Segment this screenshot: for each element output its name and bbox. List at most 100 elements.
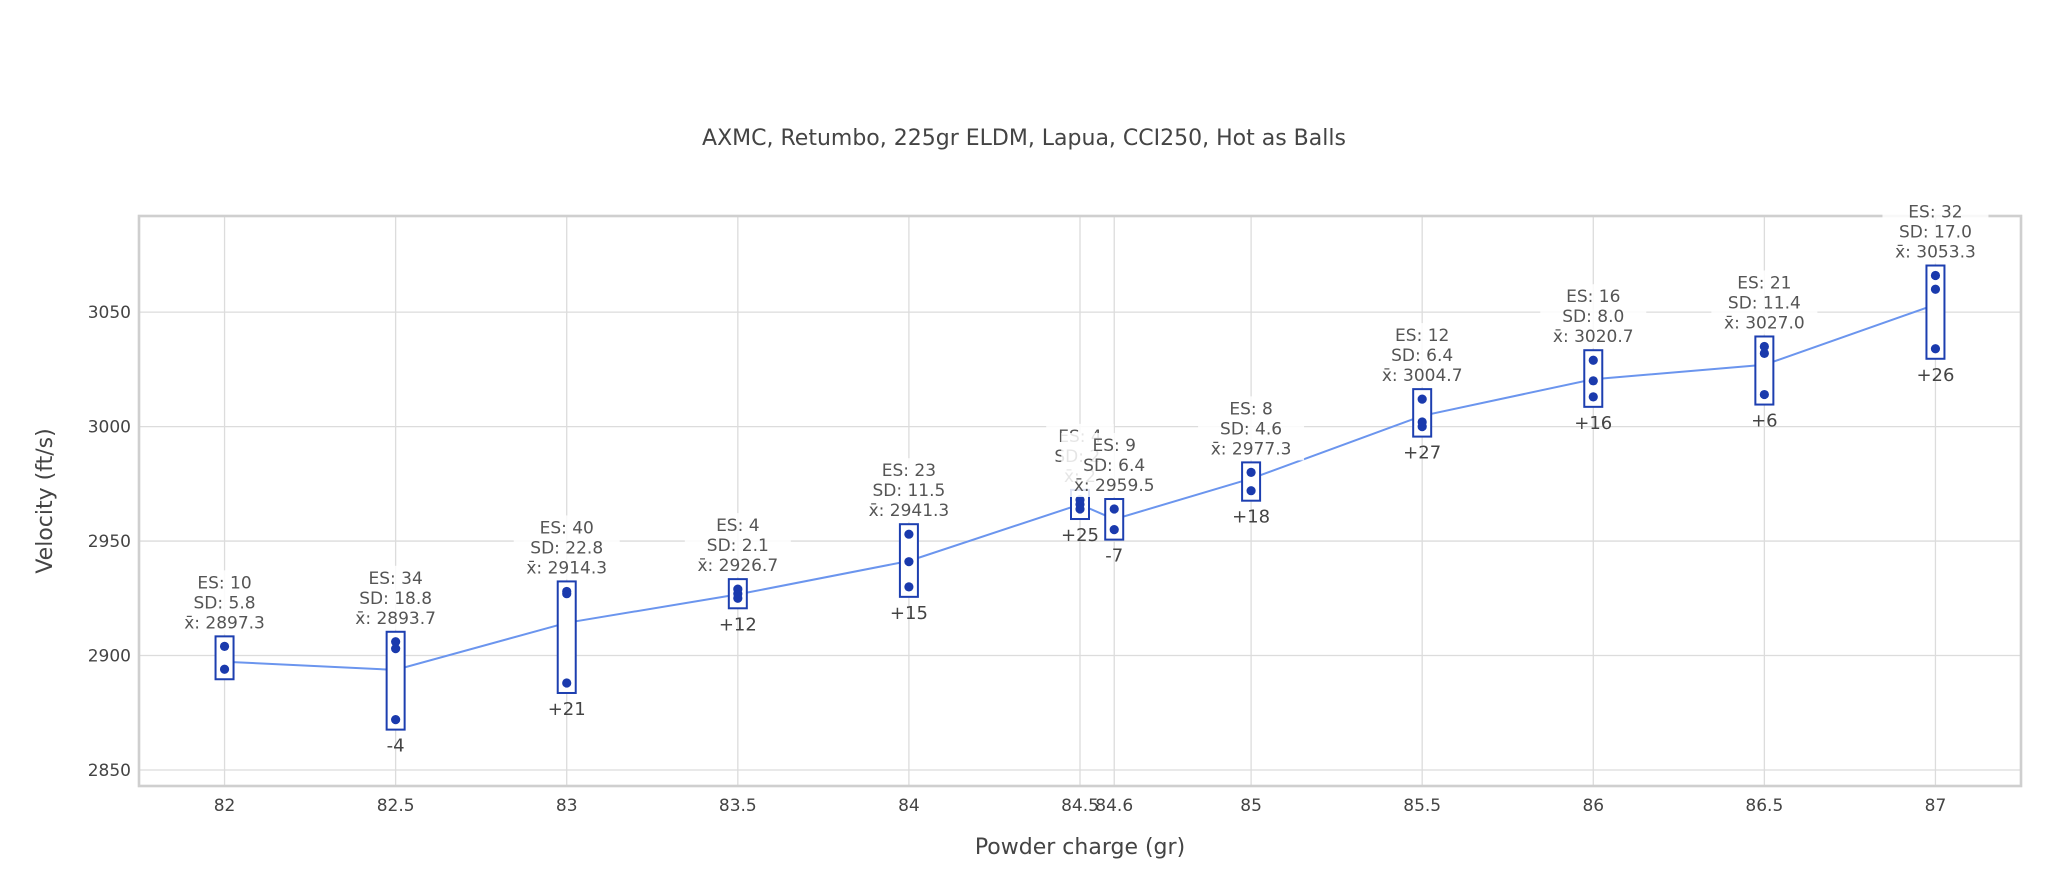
stat-es: ES: 10 bbox=[197, 573, 251, 593]
stat-sd: SD: 11.5 bbox=[872, 481, 945, 501]
plot-frame bbox=[137, 214, 2023, 788]
stat-es: ES: 21 bbox=[1737, 273, 1791, 293]
delta-label: -7 bbox=[1105, 546, 1123, 567]
stats-background bbox=[1198, 396, 1305, 461]
shot-point bbox=[1109, 525, 1119, 535]
shot-point bbox=[1759, 348, 1769, 358]
delta-label: +12 bbox=[719, 614, 757, 635]
shot-point bbox=[904, 557, 914, 567]
stat-sd: SD: 4.6 bbox=[1220, 419, 1282, 439]
stat-es: ES: 9 bbox=[1092, 436, 1135, 456]
group-range-box bbox=[385, 630, 406, 731]
shot-point bbox=[904, 582, 914, 592]
y-tick-label: 2950 bbox=[88, 532, 131, 552]
stat-es: ES: 4 bbox=[716, 516, 759, 536]
stats-background bbox=[1882, 199, 1989, 264]
shot-point bbox=[1588, 355, 1598, 365]
shot-point bbox=[391, 715, 401, 725]
shot-point bbox=[1588, 376, 1598, 386]
delta-label: +26 bbox=[1916, 365, 1954, 386]
stats-background bbox=[1540, 284, 1647, 349]
delta-label: +15 bbox=[890, 603, 928, 624]
shot-point bbox=[219, 664, 230, 674]
x-axis-label: Powder charge (gr) bbox=[975, 835, 1185, 860]
stat-sd: SD: 22.8 bbox=[530, 538, 603, 558]
stat-es: ES: 40 bbox=[540, 518, 594, 538]
y-tick-label: 2850 bbox=[88, 761, 131, 781]
stat-mean: x̄: 2941.3 bbox=[869, 501, 950, 521]
x-tick-label: 84 bbox=[898, 796, 920, 816]
delta-label: +21 bbox=[548, 699, 586, 720]
stat-mean: x̄: 3027.0 bbox=[1724, 313, 1805, 333]
shot-point bbox=[1930, 270, 1941, 281]
shot-point bbox=[219, 641, 230, 651]
delta-label: +25 bbox=[1061, 525, 1099, 546]
delta-label: +6 bbox=[1751, 411, 1778, 432]
delta-label: -4 bbox=[387, 736, 405, 757]
stat-sd: SD: 2.1 bbox=[707, 536, 769, 556]
x-tick-label: 82.5 bbox=[377, 796, 415, 816]
stat-sd: SD: 18.8 bbox=[359, 589, 432, 609]
delta-label: +18 bbox=[1232, 507, 1270, 528]
shot-group: ES: 9SD: 6.4x̄: 2959.5 -7 bbox=[1061, 433, 1168, 567]
x-tick-labels: 82 82.5 83 83.5 84 84.584.6 85 85.5 86 86.5 87 bbox=[214, 796, 1947, 816]
shot-point bbox=[562, 678, 572, 688]
mean-velocity-line bbox=[224, 303, 1936, 671]
shot-point bbox=[904, 529, 914, 539]
stat-mean: x̄: 2959.5 bbox=[1074, 476, 1155, 496]
x-tick-label: 84.5 bbox=[1061, 796, 1099, 816]
stat-es: ES: 16 bbox=[1566, 287, 1620, 307]
y-tick-label: 2900 bbox=[88, 647, 131, 667]
stats-background bbox=[855, 458, 962, 523]
shot-point bbox=[391, 637, 401, 647]
x-tick-label: 85 bbox=[1240, 796, 1262, 816]
shot-point bbox=[1075, 495, 1085, 505]
stat-es: ES: 32 bbox=[1908, 203, 1962, 223]
stat-sd: SD: 11.4 bbox=[1728, 293, 1801, 313]
stat-sd: SD: 5.8 bbox=[194, 593, 256, 613]
stat-mean: x̄: 2926.7 bbox=[697, 556, 778, 576]
x-tick-label: 86 bbox=[1582, 796, 1604, 816]
stat-es: ES: 23 bbox=[882, 461, 936, 481]
stats-background bbox=[1369, 323, 1476, 388]
stat-mean: x̄: 2914.3 bbox=[526, 558, 607, 578]
shot-point bbox=[733, 584, 743, 594]
x-tick-label: 82 bbox=[214, 796, 236, 816]
stat-sd: SD: 17.0 bbox=[1899, 223, 1972, 243]
stats-background bbox=[684, 513, 791, 578]
x-tick-label: 84.6 bbox=[1095, 796, 1133, 816]
stat-sd: SD: 6.4 bbox=[1083, 456, 1145, 476]
delta-label: +16 bbox=[1574, 413, 1612, 434]
y-tick-labels: 2850 2900 2950 3000 3050 bbox=[88, 303, 131, 781]
x-tick-label: 83 bbox=[556, 796, 578, 816]
y-tick-label: 3050 bbox=[88, 303, 131, 323]
x-tick-label: 85.5 bbox=[1403, 796, 1441, 816]
shot-point bbox=[1759, 389, 1769, 400]
chart-title: AXMC, Retumbo, 225gr ELDM, Lapua, CCI250… bbox=[702, 126, 1346, 151]
shot-point bbox=[1417, 417, 1427, 427]
shot-point bbox=[1417, 394, 1427, 404]
stat-es: ES: 34 bbox=[368, 569, 422, 589]
shot-group: ES: 4SD: 2.1x̄: 2926.7 +12 bbox=[684, 513, 791, 635]
stat-mean: x̄: 3020.7 bbox=[1553, 327, 1634, 347]
shot-point bbox=[391, 644, 401, 654]
y-tick-label: 3000 bbox=[88, 418, 131, 438]
shot-point bbox=[1930, 284, 1941, 294]
shot-point bbox=[1930, 344, 1941, 354]
shot-point bbox=[1759, 341, 1769, 352]
stat-mean: x̄: 2893.7 bbox=[355, 609, 436, 629]
shot-point bbox=[1588, 392, 1598, 402]
stat-mean: x̄: 2897.3 bbox=[184, 613, 265, 633]
shot-point bbox=[1246, 467, 1256, 477]
stats-background bbox=[342, 565, 449, 630]
stat-es: ES: 12 bbox=[1395, 326, 1449, 346]
stat-mean: x̄: 3053.3 bbox=[1895, 243, 1976, 263]
